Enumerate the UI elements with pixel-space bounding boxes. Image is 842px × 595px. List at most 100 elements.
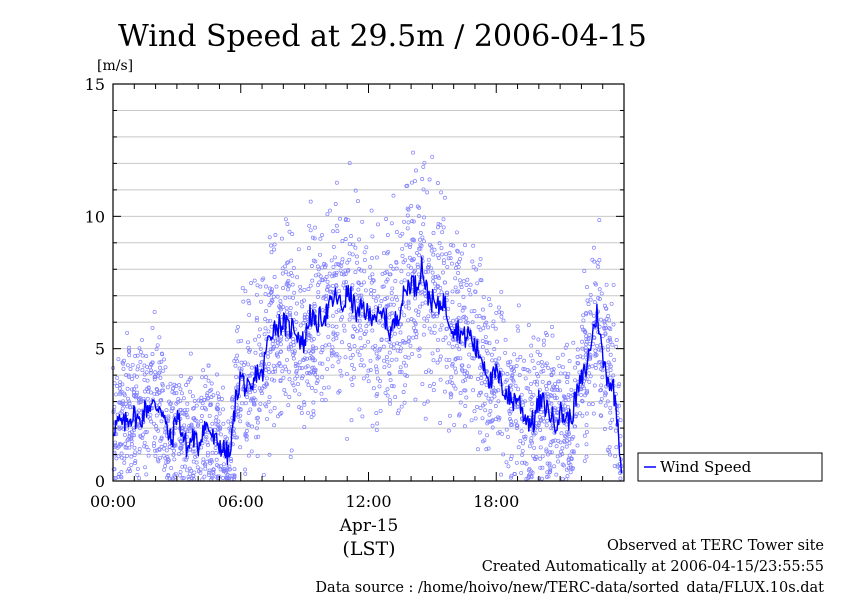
sample-point xyxy=(111,467,116,472)
sample-point xyxy=(339,272,344,276)
sample-point xyxy=(450,289,455,294)
sample-point xyxy=(493,404,498,408)
sample-point xyxy=(388,302,393,307)
sample-point xyxy=(208,461,213,466)
sample-point xyxy=(264,309,269,314)
sample-point xyxy=(588,353,593,357)
sample-point xyxy=(228,457,233,461)
sample-point xyxy=(387,363,392,368)
sample-point xyxy=(218,463,223,468)
sample-point xyxy=(331,229,336,234)
sample-point xyxy=(344,371,349,376)
sample-point xyxy=(298,284,303,289)
sample-point xyxy=(475,281,480,286)
sample-point xyxy=(268,349,273,354)
sample-point xyxy=(238,445,243,450)
sample-point xyxy=(115,445,120,450)
sample-point xyxy=(288,342,293,347)
sample-point xyxy=(588,310,593,315)
sample-point xyxy=(385,233,390,237)
sample-point xyxy=(171,406,176,411)
sample-point xyxy=(206,378,211,383)
sample-point xyxy=(506,464,511,469)
sample-point xyxy=(157,335,162,340)
sample-point xyxy=(122,456,127,461)
sample-point xyxy=(429,248,434,253)
sample-point xyxy=(538,445,543,450)
sample-point xyxy=(182,464,187,469)
sample-point xyxy=(585,388,590,393)
sample-point xyxy=(205,396,210,401)
sample-point xyxy=(583,345,588,350)
timezone-label: (LST) xyxy=(342,538,395,560)
sample-point xyxy=(144,445,149,449)
sample-point xyxy=(249,365,254,370)
sample-point xyxy=(611,282,616,287)
sample-point xyxy=(449,375,454,380)
sample-point xyxy=(453,366,458,371)
sample-point xyxy=(605,399,610,404)
sample-point xyxy=(319,278,324,282)
sample-point xyxy=(399,404,404,409)
sample-point xyxy=(580,413,585,418)
sample-point xyxy=(188,375,193,380)
sample-point xyxy=(279,307,284,312)
sample-point xyxy=(610,417,615,422)
sample-point xyxy=(232,473,237,478)
sample-point xyxy=(126,373,131,378)
sample-point xyxy=(134,384,139,389)
sample-point xyxy=(155,457,160,462)
sample-point xyxy=(209,381,214,386)
sample-point xyxy=(138,396,143,401)
sample-point xyxy=(497,429,502,434)
sample-point xyxy=(266,399,271,404)
sample-point xyxy=(286,345,291,350)
sample-point xyxy=(329,258,334,263)
sample-point xyxy=(319,391,324,396)
sample-point xyxy=(234,328,239,333)
sample-point xyxy=(352,344,357,349)
footer-observed: Observed at TERC Tower site xyxy=(607,538,824,554)
sample-point xyxy=(455,248,460,253)
sample-point xyxy=(430,154,435,159)
sample-point xyxy=(347,161,352,166)
sample-point xyxy=(441,338,446,343)
sample-point xyxy=(565,342,569,347)
sample-point xyxy=(515,404,520,409)
sample-point xyxy=(374,428,379,432)
sample-point xyxy=(441,270,445,275)
sample-point xyxy=(310,386,314,390)
sample-point xyxy=(368,275,372,280)
sample-point xyxy=(199,419,204,424)
sample-point xyxy=(504,378,509,383)
sample-point xyxy=(278,349,283,354)
sample-point xyxy=(528,390,533,395)
sample-point xyxy=(270,377,274,382)
legend: Wind Speed xyxy=(637,452,823,482)
sample-point xyxy=(394,357,399,362)
sample-point xyxy=(211,467,216,472)
sample-point xyxy=(462,424,467,429)
sample-point xyxy=(468,282,473,287)
sample-point xyxy=(120,382,125,387)
sample-point xyxy=(457,413,462,418)
sample-point xyxy=(329,348,334,353)
sample-point xyxy=(261,472,266,477)
sample-point xyxy=(248,390,253,395)
sample-point xyxy=(404,363,408,368)
sample-point xyxy=(480,416,485,421)
sample-point xyxy=(171,386,176,391)
sample-point xyxy=(343,237,348,241)
sample-point xyxy=(446,428,451,433)
sample-point xyxy=(272,378,277,383)
sample-point xyxy=(598,388,603,393)
sample-point xyxy=(369,280,374,285)
sample-point xyxy=(137,426,142,431)
sample-point xyxy=(255,415,260,420)
sample-point xyxy=(135,353,140,358)
chart-title: Wind Speed at 29.5m / 2006-04-15 xyxy=(118,19,647,54)
sample-point xyxy=(500,431,504,436)
sample-point xyxy=(295,363,300,368)
sample-point xyxy=(395,411,400,416)
sample-point xyxy=(215,391,220,396)
